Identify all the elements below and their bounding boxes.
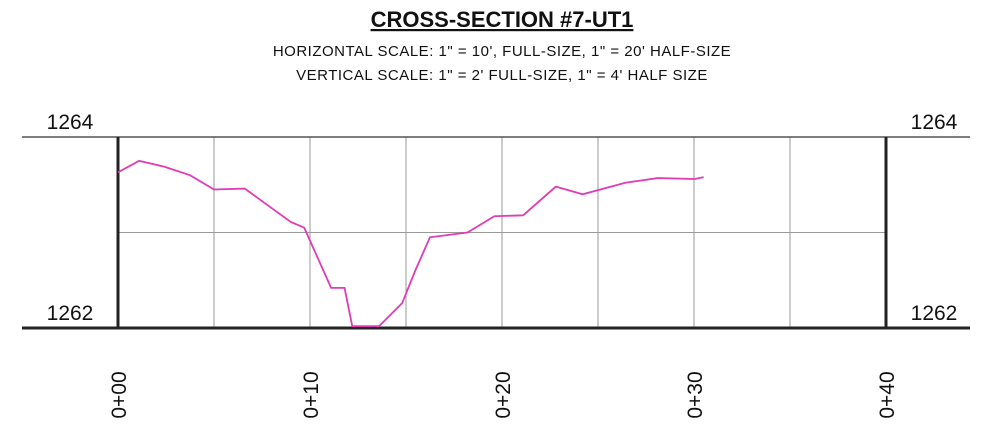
x-tick-label: 0+00 — [108, 371, 131, 418]
y-tick-label: 1264 — [47, 111, 94, 134]
y-tick-label: 1262 — [47, 302, 94, 325]
x-tick-label: 0+40 — [876, 371, 899, 418]
subtitle: HORIZONTAL SCALE: 1" = 10', FULL-SIZE, 1… — [273, 43, 731, 60]
subtitle: VERTICAL SCALE: 1" = 2' FULL-SIZE, 1" = … — [296, 67, 708, 84]
x-tick-label: 0+30 — [684, 371, 707, 418]
series-line — [117, 159, 704, 327]
x-tick-label: 0+20 — [492, 371, 515, 418]
x-tick-label: 0+10 — [300, 371, 323, 418]
y-tick-label: 1264 — [911, 111, 958, 134]
chart-title: CROSS-SECTION #7-UT1 — [371, 7, 634, 32]
y-tick-label: 1262 — [911, 302, 958, 325]
